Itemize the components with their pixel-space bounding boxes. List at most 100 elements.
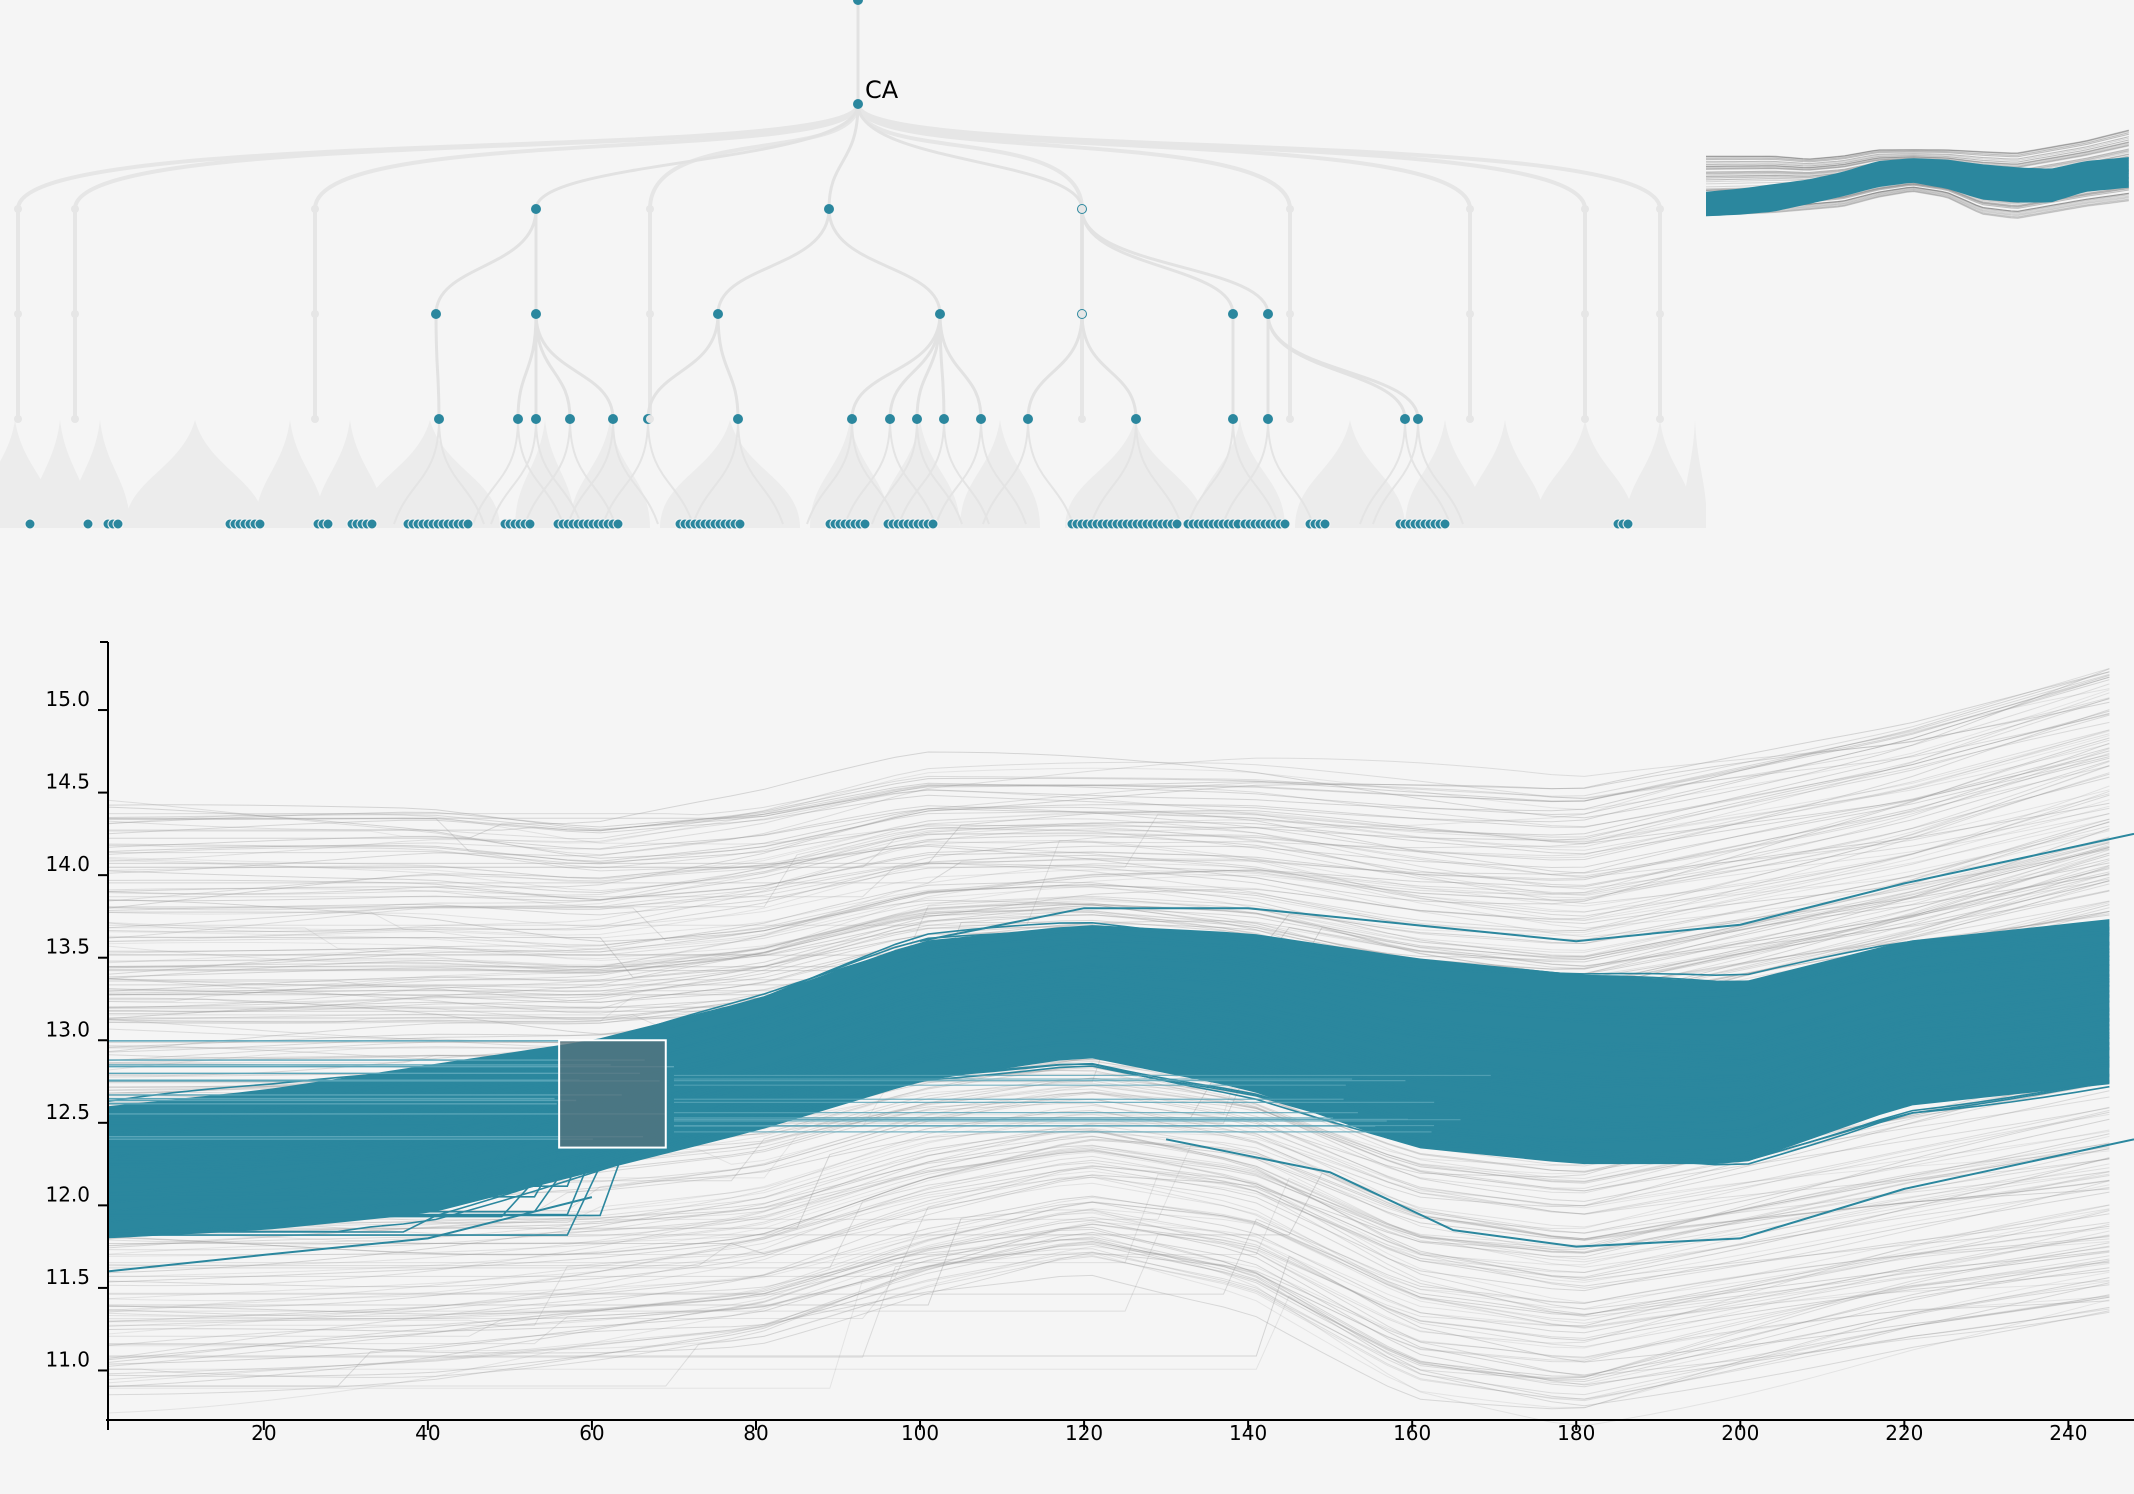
tree-branch bbox=[737, 418, 784, 525]
highlight-line bbox=[107, 966, 2110, 1161]
tree-branch bbox=[980, 418, 1027, 525]
minimap-context-line bbox=[1706, 130, 2129, 160]
tree-node bbox=[847, 414, 857, 424]
context-line bbox=[107, 790, 2110, 933]
context-line bbox=[107, 757, 2110, 901]
context-line bbox=[107, 799, 2110, 936]
context-line bbox=[107, 1165, 2110, 1288]
minimap-context-line bbox=[1706, 132, 2129, 162]
brush-layer[interactable] bbox=[558, 1039, 667, 1149]
y-tick-label: 13.0 bbox=[45, 1017, 90, 1041]
context-line bbox=[107, 1176, 2110, 1317]
context-line bbox=[107, 1237, 2110, 1381]
highlight-line bbox=[108, 1021, 2110, 1196]
minimap-context-line bbox=[1706, 142, 2129, 169]
context-line bbox=[107, 1130, 2110, 1289]
highlight-line bbox=[107, 921, 2110, 1102]
context-line bbox=[107, 821, 2110, 969]
context-line bbox=[107, 671, 2110, 830]
context-line bbox=[108, 1165, 2110, 1281]
context-line bbox=[107, 743, 2110, 892]
tree-branch bbox=[1222, 418, 1269, 525]
tree-node bbox=[608, 414, 618, 424]
tree-branch bbox=[888, 313, 942, 420]
context-line bbox=[107, 880, 2110, 1004]
context-line bbox=[108, 1252, 2110, 1409]
context-line bbox=[107, 671, 2110, 828]
context-line bbox=[107, 730, 2110, 880]
tree-root-label: CA bbox=[865, 76, 899, 104]
tree-branch bbox=[1135, 418, 1182, 525]
highlight-outlier-line bbox=[1165, 1138, 2134, 1248]
tree-node bbox=[1078, 205, 1086, 213]
context-line bbox=[107, 1155, 2110, 1318]
tree-node bbox=[565, 414, 575, 424]
tree-branch bbox=[856, 103, 1292, 210]
tree-node bbox=[1656, 205, 1664, 213]
leaf-cluster bbox=[515, 420, 575, 528]
brush-selection[interactable] bbox=[558, 1039, 667, 1149]
highlight-line bbox=[107, 974, 2110, 1166]
context-line bbox=[107, 712, 2110, 864]
x-tick-label: 140 bbox=[1229, 1421, 1267, 1445]
context-line bbox=[107, 688, 2110, 845]
context-line bbox=[107, 818, 2110, 975]
tree-node bbox=[646, 310, 654, 318]
leaf-node bbox=[734, 518, 746, 530]
y-tick-label: 11.0 bbox=[45, 1347, 90, 1371]
minimap-context-line bbox=[1706, 137, 2129, 166]
context-line bbox=[107, 697, 2110, 856]
context-line bbox=[107, 1149, 2110, 1304]
overview-minimap[interactable] bbox=[1706, 70, 2134, 230]
x-tick-label: 120 bbox=[1065, 1421, 1103, 1445]
tree-node bbox=[1286, 205, 1294, 213]
tree-node bbox=[513, 414, 523, 424]
context-line bbox=[107, 1228, 2110, 1383]
minimap-context-line bbox=[1706, 190, 2129, 219]
tree-node bbox=[1466, 205, 1474, 213]
x-tick-label: 240 bbox=[2049, 1421, 2087, 1445]
context-line bbox=[108, 852, 2110, 955]
tree-branch bbox=[434, 208, 538, 315]
context-line bbox=[108, 1109, 2110, 1234]
leaf-cluster bbox=[125, 420, 265, 528]
highlight-outlier-line bbox=[919, 832, 2134, 943]
context-line bbox=[107, 1182, 2110, 1310]
minimap-context-line bbox=[1706, 191, 2129, 219]
x-tick-label: 20 bbox=[251, 1421, 276, 1445]
context-line bbox=[107, 1239, 2110, 1379]
context-line bbox=[107, 701, 2110, 859]
tree-nodes bbox=[14, 0, 1664, 424]
context-line bbox=[107, 733, 2110, 880]
time-series-chart[interactable]: 11.0 11.5 12.0 12.5 13.0 13.5 14.0 14.5 15.0 20 40… bbox=[0, 620, 2134, 1494]
highlight-line bbox=[108, 1006, 2110, 1198]
leaf-node bbox=[1439, 518, 1451, 530]
tree-node bbox=[1286, 415, 1294, 423]
context-line bbox=[107, 842, 2110, 971]
context-line bbox=[107, 785, 2110, 938]
minimap-context-line bbox=[1706, 143, 2129, 170]
context-line bbox=[108, 1151, 2110, 1283]
context-line bbox=[107, 1170, 2110, 1266]
highlight-line bbox=[107, 998, 2110, 1175]
context-line bbox=[107, 1147, 2110, 1254]
highlight-line bbox=[108, 1040, 2110, 1219]
tree-node bbox=[824, 204, 834, 214]
leaf-cluster bbox=[1465, 420, 1545, 528]
context-line bbox=[107, 756, 2110, 901]
leaf-cluster bbox=[880, 420, 960, 528]
context-line bbox=[107, 773, 2110, 929]
tree-node bbox=[1078, 415, 1086, 423]
tree-branch bbox=[844, 418, 891, 525]
y-tick-label: 11.5 bbox=[45, 1265, 90, 1289]
leaf-cluster bbox=[1195, 420, 1285, 528]
context-line bbox=[107, 802, 2110, 942]
tree-branch bbox=[871, 418, 918, 525]
minimap-context-line bbox=[1706, 190, 2129, 218]
tree-branch bbox=[648, 103, 860, 210]
tree-branch bbox=[1372, 418, 1419, 525]
context-line bbox=[107, 761, 2110, 911]
tree-branch bbox=[524, 418, 571, 525]
tree-node bbox=[885, 414, 895, 424]
leaf-node bbox=[927, 518, 939, 530]
